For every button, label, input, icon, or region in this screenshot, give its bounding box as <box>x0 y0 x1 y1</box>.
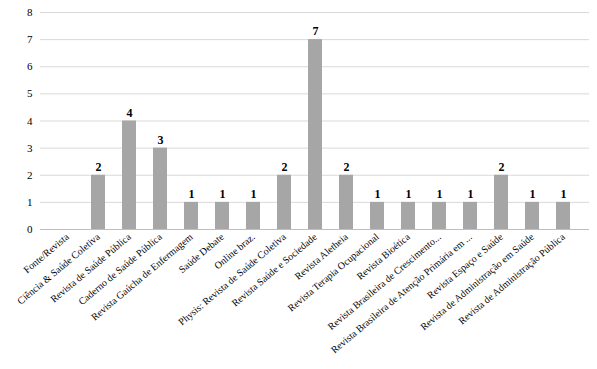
svg-text:2: 2 <box>27 169 33 181</box>
svg-text:Revista Brasileira de Atenção: Revista Brasileira de Atenção Primária e… <box>329 231 474 355</box>
svg-text:0: 0 <box>27 223 33 235</box>
svg-text:8: 8 <box>27 6 33 18</box>
svg-text:Revista Brasileira de Crescime: Revista Brasileira de Crescimento... <box>325 231 443 332</box>
svg-text:1: 1 <box>189 187 195 201</box>
svg-text:Revista Espaço e Saúde: Revista Espaço e Saúde <box>424 231 505 301</box>
svg-text:1: 1 <box>530 187 536 201</box>
svg-text:1: 1 <box>561 187 567 201</box>
svg-text:1: 1 <box>251 187 257 201</box>
svg-text:Saúde Debate: Saúde Debate <box>176 231 226 275</box>
svg-text:Revista Terapia Ocupacional: Revista Terapia Ocupacional <box>285 231 381 314</box>
svg-text:Revista de Saúde Pública: Revista de Saúde Pública <box>48 231 133 305</box>
svg-text:3: 3 <box>27 142 33 154</box>
svg-text:1: 1 <box>27 196 33 208</box>
svg-text:Revista de Administração em Sa: Revista de Administração em Saúde <box>418 231 536 333</box>
svg-text:6: 6 <box>27 60 33 72</box>
svg-text:7: 7 <box>27 33 33 45</box>
svg-text:Revista Bioética: Revista Bioética <box>354 231 412 282</box>
svg-text:4: 4 <box>27 115 33 127</box>
svg-text:Physis: Revista de Saúde Colet: Physis: Revista de Saúde Coletiva <box>176 231 288 328</box>
svg-text:1: 1 <box>220 187 226 201</box>
svg-text:5: 5 <box>27 87 33 99</box>
svg-text:2: 2 <box>96 160 102 174</box>
svg-text:4: 4 <box>127 106 133 120</box>
svg-text:Caderno de Saúde Pública: Caderno de Saúde Pública <box>76 231 164 308</box>
svg-text:Ciência & Saúde Coletiva: Ciência & Saúde Coletiva <box>15 231 102 307</box>
svg-text:1: 1 <box>437 187 443 201</box>
svg-text:2: 2 <box>499 160 505 174</box>
svg-text:1: 1 <box>375 187 381 201</box>
svg-text:Online braz.: Online braz. <box>211 231 257 272</box>
svg-text:2: 2 <box>344 160 350 174</box>
svg-text:Fonte/Revista: Fonte/Revista <box>21 231 71 276</box>
svg-text:3: 3 <box>158 133 164 147</box>
svg-text:Revista Gaúcha de Enfermagem: Revista Gaúcha de Enfermagem <box>89 231 195 323</box>
svg-text:Revista de Administração Públi: Revista de Administração Pública <box>456 231 567 327</box>
svg-text:1: 1 <box>468 187 474 201</box>
svg-text:2: 2 <box>282 160 288 174</box>
svg-text:1: 1 <box>406 187 412 201</box>
svg-text:7: 7 <box>313 24 319 38</box>
svg-text:Revista Aletheia: Revista Aletheia <box>292 231 350 282</box>
svg-text:Revista Saúde e Sociedade: Revista Saúde e Sociedade <box>229 231 319 309</box>
